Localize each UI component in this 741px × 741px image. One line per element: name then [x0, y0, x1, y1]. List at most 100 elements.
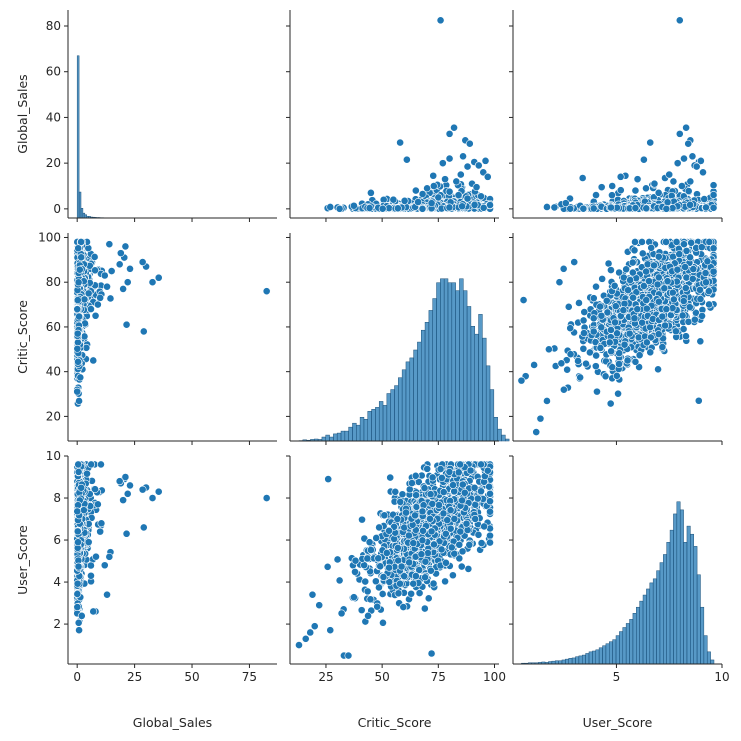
- hist-bar: [447, 282, 453, 442]
- scatter-point: [592, 191, 600, 199]
- scatter-point: [154, 273, 163, 282]
- scatter-point: [91, 311, 100, 320]
- hist-bar: [78, 191, 82, 219]
- hist-bar: [420, 329, 426, 442]
- scatter-point: [349, 201, 358, 210]
- scatter-point: [418, 204, 427, 213]
- hist-bar: [386, 393, 391, 442]
- scatter-point: [456, 170, 465, 179]
- scatter-point: [607, 203, 615, 212]
- scatter-point: [458, 202, 467, 211]
- scatter-point: [639, 155, 648, 164]
- hist-bar: [348, 426, 353, 442]
- scatter-point: [700, 195, 709, 203]
- scatter-point: [74, 357, 82, 366]
- hist-bar: [82, 212, 86, 219]
- scatter-point: [119, 285, 128, 293]
- scatter-point: [367, 188, 375, 197]
- scatter-point: [411, 186, 420, 195]
- y-tick-label: 100: [38, 230, 61, 244]
- scatter-point: [638, 238, 646, 246]
- scatter-point: [483, 172, 492, 181]
- hist-bar: [440, 278, 445, 442]
- scatter-point: [73, 305, 82, 314]
- scatter-point: [105, 240, 114, 249]
- scatter-point: [262, 287, 271, 296]
- scatter-point: [91, 266, 99, 275]
- scatter-point: [138, 258, 147, 266]
- scatter-point: [418, 190, 427, 198]
- y-tick-label: 20: [46, 156, 61, 170]
- scatter-point: [686, 200, 694, 209]
- scatter-point: [465, 139, 474, 148]
- scatter-point: [631, 186, 640, 195]
- scatter-point: [675, 16, 684, 25]
- hist-bar: [405, 361, 411, 442]
- hist-bar: [489, 389, 495, 442]
- scatter-point: [550, 203, 559, 212]
- scatter-point: [608, 191, 616, 200]
- scatter-point: [75, 265, 84, 274]
- hist-bar: [378, 401, 384, 442]
- hist-bar: [436, 282, 441, 442]
- scatter-point: [121, 242, 130, 251]
- hist-bar: [409, 357, 414, 442]
- scatter-point: [123, 278, 132, 287]
- scatter-point: [74, 244, 83, 253]
- scatter-point: [90, 253, 99, 261]
- hist-bar: [485, 365, 491, 442]
- hist-bar: [478, 314, 483, 442]
- y-tick-label: 0: [53, 202, 61, 216]
- scatter-point: [463, 194, 472, 203]
- y-tick-label: 60: [46, 65, 61, 79]
- hist-bar: [390, 389, 395, 442]
- scatter-point: [680, 154, 688, 163]
- hist-bar: [333, 433, 338, 442]
- scatter-point: [450, 123, 458, 132]
- scatter-point: [326, 203, 335, 211]
- scatter-point: [414, 198, 422, 206]
- scatter-point: [479, 203, 488, 212]
- scatter-point: [96, 293, 105, 302]
- scatter-point: [631, 204, 640, 212]
- scatter-point: [579, 204, 588, 213]
- scatter-point: [616, 186, 625, 195]
- hist-bar: [371, 409, 376, 442]
- hist-bar: [505, 438, 510, 442]
- hist-bar: [482, 337, 487, 442]
- scatter-point: [116, 249, 125, 258]
- histogram-global-sales: [76, 55, 116, 219]
- scatter-point: [616, 172, 625, 181]
- scatter-point: [642, 204, 651, 213]
- scatter-point: [654, 188, 663, 197]
- hist-bar: [375, 407, 380, 442]
- y-tick-label: 20: [46, 409, 61, 423]
- scatter-point: [107, 267, 116, 275]
- scatter-point: [103, 282, 111, 291]
- hist-bar: [459, 278, 464, 442]
- hist-bar: [394, 385, 399, 442]
- scatter-user-score-vs-critic-score: [517, 238, 718, 436]
- hist-bar: [470, 325, 475, 442]
- scatter-point: [702, 203, 710, 212]
- hist-bar: [428, 310, 433, 442]
- scatter-point: [434, 193, 443, 202]
- hist-bar: [325, 434, 330, 442]
- scatter-point: [481, 156, 490, 165]
- scatter-point: [115, 260, 124, 269]
- hist-bar: [432, 298, 437, 442]
- scatter-point: [699, 168, 707, 177]
- y-tick-label: 40: [46, 110, 61, 124]
- scatter-point: [396, 138, 405, 147]
- scatter-point: [650, 179, 659, 188]
- scatter-point: [608, 182, 617, 190]
- scatter-point: [673, 159, 682, 168]
- scatter-point: [73, 296, 82, 305]
- scatter-point: [677, 182, 686, 190]
- hist-bar: [329, 436, 334, 442]
- hist-bar: [321, 436, 326, 442]
- scatter-point: [429, 182, 438, 190]
- scatter-point: [100, 271, 109, 280]
- scatter-point: [87, 305, 95, 313]
- hist-bar: [443, 278, 449, 442]
